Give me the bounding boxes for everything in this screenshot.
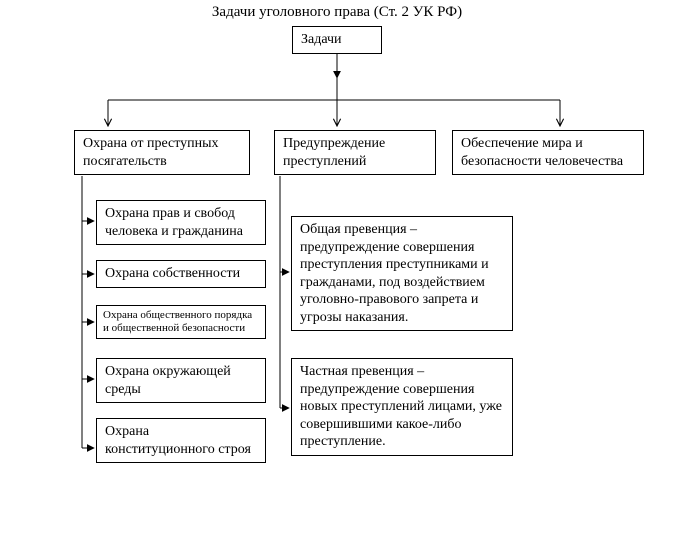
node-b1-3: Охрана общественного порядка и обществен… <box>96 305 266 339</box>
node-root: Задачи <box>292 26 382 54</box>
diagram-title: Задачи уголовного права (Ст. 2 УК РФ) <box>0 4 674 21</box>
node-b2-2: Частная превенция – предупреждение совер… <box>291 358 513 456</box>
node-b1-4: Охрана окружающей среды <box>96 358 266 403</box>
node-branch1: Охрана от преступных посягательств <box>74 130 250 175</box>
node-b1-1: Охрана прав и свобод человека и граждани… <box>96 200 266 245</box>
node-branch2: Предупреждение преступлений <box>274 130 436 175</box>
node-branch3: Обеспечение мира и безопасности человече… <box>452 130 644 175</box>
node-b1-5: Охрана конституционного строя <box>96 418 266 463</box>
node-b2-1: Общая превенция – предупреждение соверше… <box>291 216 513 331</box>
node-b1-2: Охрана собственности <box>96 260 266 288</box>
